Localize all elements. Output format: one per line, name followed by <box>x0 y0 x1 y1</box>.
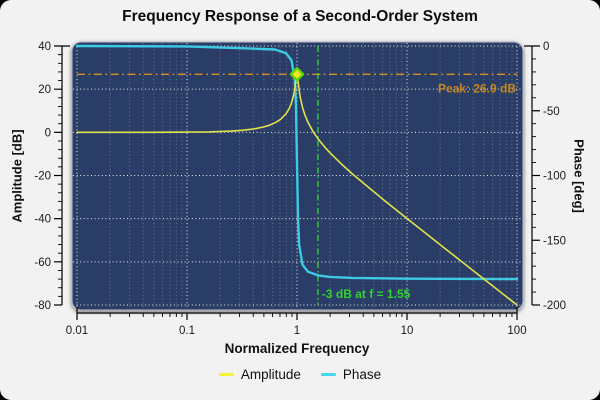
y-left-tick-label: -40 <box>34 214 51 226</box>
legend: Amplitude Phase <box>0 367 600 382</box>
y-left-tick-label: 0 <box>45 127 51 139</box>
y-right-tick-label: -50 <box>543 106 560 118</box>
phase-line-swatch <box>320 373 336 376</box>
axes <box>54 45 540 320</box>
peak-annotation-label: Peak: 26.9 dB <box>438 81 516 95</box>
legend-label-amplitude: Amplitude <box>240 367 301 382</box>
y-left-tick-label: -20 <box>34 171 51 183</box>
y-left-tick-label: 40 <box>38 41 51 53</box>
chart-title: Frequency Response of a Second-Order Sys… <box>122 8 478 25</box>
y-right-tick-label: -150 <box>543 235 566 247</box>
amplitude-line-swatch <box>218 373 234 376</box>
x-tick-label: 10 <box>401 325 414 337</box>
x-tick-label: 0.1 <box>179 325 195 337</box>
phase-curve <box>75 44 519 281</box>
y-right-tick-label: 0 <box>543 41 549 53</box>
x-tick-label: 0.01 <box>66 325 88 337</box>
x-tick-label: 1 <box>294 325 300 337</box>
peak-marker <box>289 67 305 82</box>
y-left-tick-label: -80 <box>34 300 51 312</box>
amplitude-curve <box>76 73 518 306</box>
x-axis-label: Normalized Frequency <box>224 341 370 356</box>
legend-item-amplitude: Amplitude <box>218 367 301 382</box>
legend-label-phase: Phase <box>342 367 382 382</box>
x-tick-label: 100 <box>507 325 526 337</box>
bandwidth-annotation-label: -3 dB at f = 1.55 <box>322 287 411 301</box>
y-right-axis-label: Phase [deg] <box>571 139 587 213</box>
series-curves <box>75 44 519 306</box>
legend-item-phase: Phase <box>320 367 382 382</box>
y-left-tick-label: -60 <box>34 257 51 269</box>
y-left-axis-label: Amplitude [dB] <box>9 129 25 223</box>
y-left-tick-label: 20 <box>38 84 51 96</box>
y-right-tick-label: -100 <box>543 171 566 183</box>
y-right-tick-label: -200 <box>543 300 566 312</box>
